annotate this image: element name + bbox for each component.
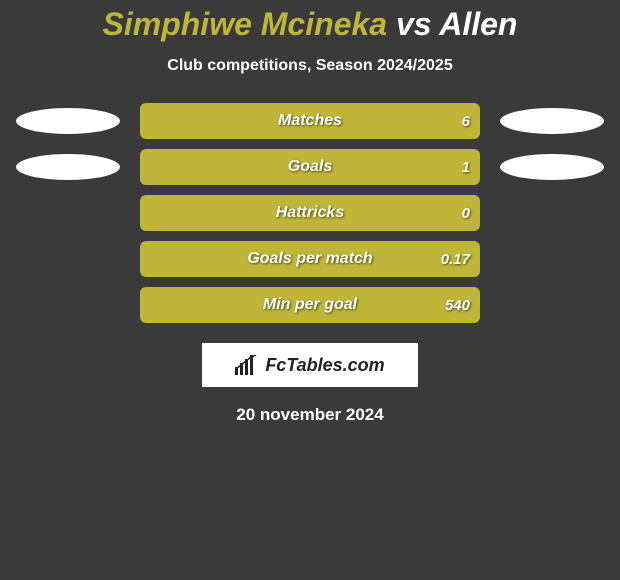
stat-bar: Goals1 <box>140 149 480 185</box>
player2-oval <box>500 200 604 226</box>
stat-row: Goals1 <box>0 149 620 185</box>
player2-oval <box>500 154 604 180</box>
title-vs: vs <box>396 6 432 42</box>
player2-oval <box>500 292 604 318</box>
stat-value-p2: 0.17 <box>441 241 470 277</box>
logo-box: FcTables.com <box>202 343 418 387</box>
stat-bar: Goals per match0.17 <box>140 241 480 277</box>
player1-oval <box>16 154 120 180</box>
stat-bar: Hattricks0 <box>140 195 480 231</box>
stat-bar: Matches6 <box>140 103 480 139</box>
player2-oval <box>500 246 604 272</box>
stat-value-p2: 1 <box>462 149 470 185</box>
stat-row: Min per goal540 <box>0 287 620 323</box>
player2-oval <box>500 108 604 134</box>
stat-value-p2: 540 <box>445 287 470 323</box>
stat-row: Matches6 <box>0 103 620 139</box>
stat-label: Goals <box>140 149 480 185</box>
logo-text: FcTables.com <box>265 355 384 376</box>
stat-label: Min per goal <box>140 287 480 323</box>
stat-row: Goals per match0.17 <box>0 241 620 277</box>
subtitle: Club competitions, Season 2024/2025 <box>0 57 620 75</box>
player1-oval <box>16 108 120 134</box>
comparison-chart: Matches6Goals1Hattricks0Goals per match0… <box>0 103 620 323</box>
player1-oval <box>16 200 120 226</box>
stat-bar: Min per goal540 <box>140 287 480 323</box>
chart-bars-icon <box>235 355 259 375</box>
player1-oval <box>16 246 120 272</box>
title-player2: Allen <box>439 6 517 42</box>
title: Simphiwe Mcineka vs Allen <box>0 0 620 43</box>
date-line: 20 november 2024 <box>0 405 620 425</box>
stat-label: Matches <box>140 103 480 139</box>
stat-row: Hattricks0 <box>0 195 620 231</box>
stat-value-p2: 0 <box>462 195 470 231</box>
title-player1: Simphiwe Mcineka <box>103 6 388 42</box>
stat-label: Goals per match <box>140 241 480 277</box>
stat-label: Hattricks <box>140 195 480 231</box>
player1-oval <box>16 292 120 318</box>
stat-value-p2: 6 <box>462 103 470 139</box>
